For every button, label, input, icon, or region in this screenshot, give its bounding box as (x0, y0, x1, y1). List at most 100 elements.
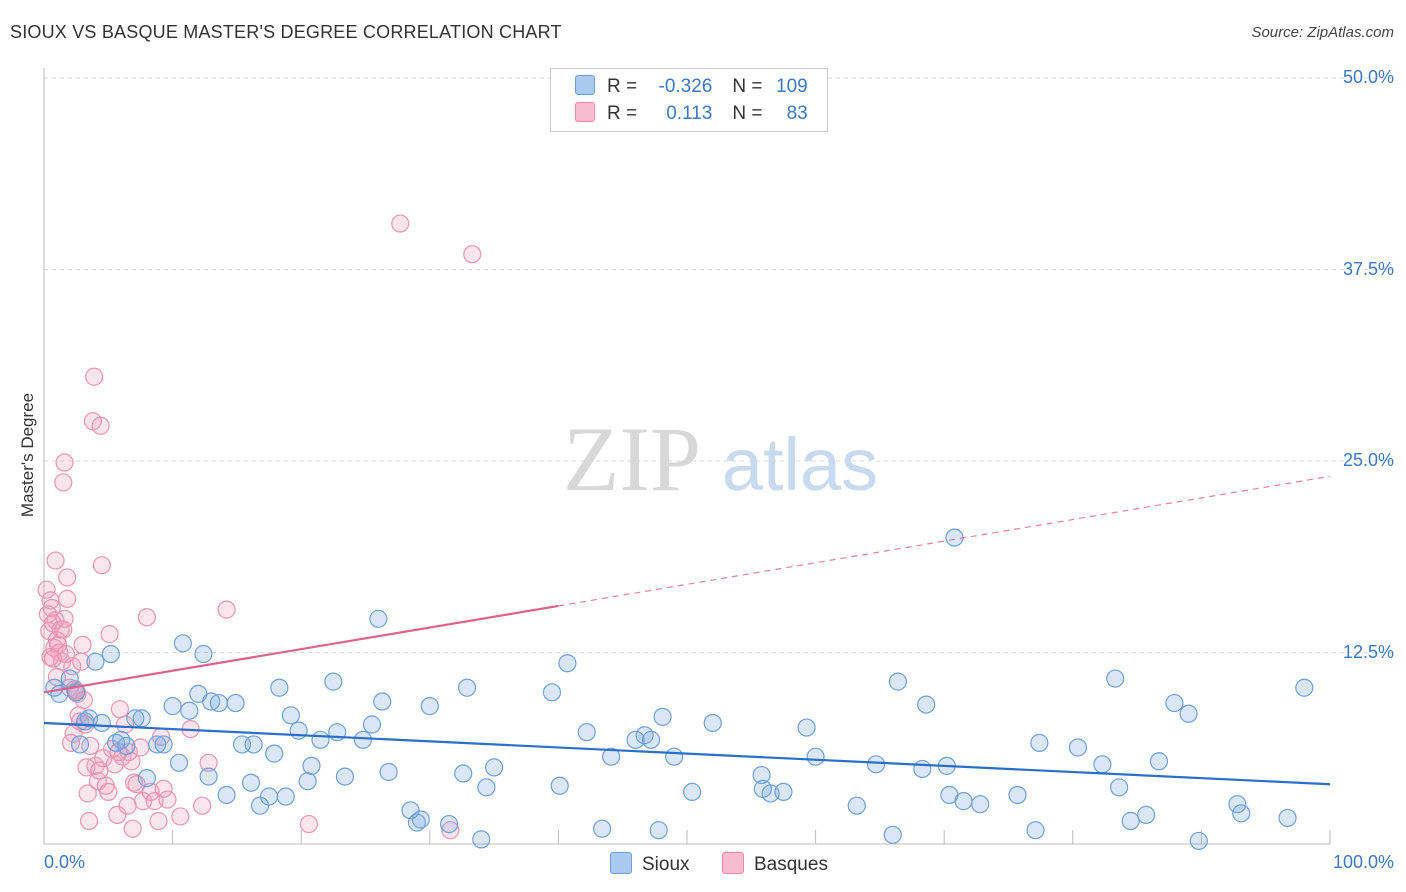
basques-trend-line-solid (43, 604, 559, 694)
basques-legend-label: Basques (754, 854, 828, 875)
sioux-point-99 (1137, 805, 1156, 824)
sioux-point-56 (457, 678, 477, 697)
sioux-point-105 (1232, 804, 1251, 823)
basques-point-63 (154, 779, 173, 798)
basques-point-32 (79, 811, 99, 831)
sioux-point-81 (866, 755, 886, 774)
sioux-point-10 (106, 733, 126, 752)
sioux-point-35 (270, 678, 289, 697)
sioux-point-57 (472, 830, 491, 849)
basques-legend-swatch (722, 852, 744, 874)
sioux-point-31 (241, 773, 261, 792)
sioux-legend-swatch (610, 852, 632, 874)
basques-swatch (575, 102, 595, 122)
sioux-point-66 (626, 730, 645, 749)
sioux-point-36 (276, 787, 295, 806)
bottom-legend-basques: Basques (722, 852, 828, 876)
x-tick-label-min: 0.0% (44, 852, 86, 872)
basques-point-50 (115, 715, 135, 734)
sioux-point-27 (217, 785, 236, 805)
basques-point-39 (91, 416, 110, 435)
basques-point-51 (118, 796, 137, 815)
sioux-point-18 (163, 697, 182, 716)
bottom-legend-sioux: Sioux (610, 852, 690, 876)
sioux-point-42 (324, 672, 343, 691)
sioux-point-8 (92, 713, 111, 733)
sioux-point-104 (1228, 795, 1247, 814)
sioux-point-25 (202, 692, 221, 711)
sioux-point-28 (226, 693, 245, 713)
y-tick-label-1: 25.0% (1342, 450, 1394, 470)
sioux-point-15 (137, 769, 156, 788)
sioux-point-14 (132, 709, 151, 728)
sioux-point-59 (485, 758, 504, 777)
sioux-point-65 (602, 747, 621, 766)
basques-point-17 (46, 551, 65, 570)
sioux-point-78 (797, 718, 816, 737)
sioux-point-48 (373, 692, 392, 711)
basques-point-72 (463, 245, 482, 264)
sioux-point-34 (265, 744, 284, 763)
basques-point-47 (108, 805, 127, 824)
basques-point-40 (92, 556, 111, 575)
sioux-point-82 (883, 825, 902, 844)
sioux-point-64 (593, 819, 612, 838)
basques-point-76 (43, 649, 63, 668)
sioux-points (45, 528, 1314, 851)
sioux-point-101 (1165, 693, 1184, 713)
legend-r-label: R = (607, 103, 643, 124)
legend-n-value-basques: 83 (786, 103, 808, 124)
sioux-point-38 (289, 721, 308, 740)
legend-n-label: N = (732, 103, 768, 124)
watermark-atlas: atlas (722, 423, 878, 506)
basques-point-0 (37, 580, 56, 599)
sioux-point-77 (774, 782, 793, 802)
chart-title: SIOUX VS BASQUE MASTER'S DEGREE CORRELAT… (10, 22, 562, 42)
basques-point-78 (61, 733, 81, 752)
sioux-point-45 (353, 730, 373, 749)
sioux-point-21 (180, 701, 199, 720)
legend-r-label: R = (607, 76, 643, 97)
sioux-point-84 (913, 759, 932, 779)
sioux-point-67 (635, 726, 654, 745)
sioux-point-92 (1026, 821, 1045, 840)
trend-lines (43, 475, 1331, 786)
sioux-point-44 (335, 767, 355, 786)
axes (43, 68, 1331, 845)
basques-point-18 (54, 473, 73, 492)
basques-point-61 (149, 811, 168, 831)
legend-n-value-sioux: 109 (776, 76, 808, 97)
sioux-point-97 (1109, 778, 1129, 797)
basques-point-31 (78, 784, 97, 803)
sioux-point-83 (888, 672, 908, 691)
basques-point-79 (74, 690, 93, 710)
basques-point-67 (193, 796, 212, 815)
sioux-point-63 (577, 723, 596, 742)
sioux-point-54 (439, 814, 459, 834)
sioux-point-26 (209, 693, 228, 713)
sioux-point-100 (1149, 752, 1169, 771)
basques-point-71 (391, 214, 410, 233)
sioux-point-12 (117, 736, 136, 756)
sioux-point-103 (1189, 831, 1208, 851)
sioux-point-102 (1179, 704, 1198, 723)
sioux-point-98 (1121, 811, 1140, 831)
sioux-point-70 (653, 707, 672, 726)
sioux-point-24 (199, 767, 218, 786)
sioux-point-20 (173, 634, 192, 653)
x-tick-label-max: 100.0% (1332, 852, 1394, 872)
sioux-point-96 (1106, 669, 1125, 688)
basques-point-82 (123, 819, 142, 838)
sioux-point-61 (550, 776, 569, 795)
y-tick-label-0: 12.5% (1342, 641, 1394, 662)
sioux-point-91 (1008, 785, 1027, 805)
sioux-point-62 (558, 654, 577, 673)
legend-row-basques: R = 0.113 N = 83 (575, 102, 808, 125)
basques-point-81 (441, 821, 460, 840)
basques-point-43 (99, 782, 118, 802)
sioux-point-73 (703, 713, 722, 733)
sioux-point-46 (362, 715, 382, 734)
sioux-point-17 (154, 735, 173, 754)
sioux-point-72 (683, 782, 702, 802)
